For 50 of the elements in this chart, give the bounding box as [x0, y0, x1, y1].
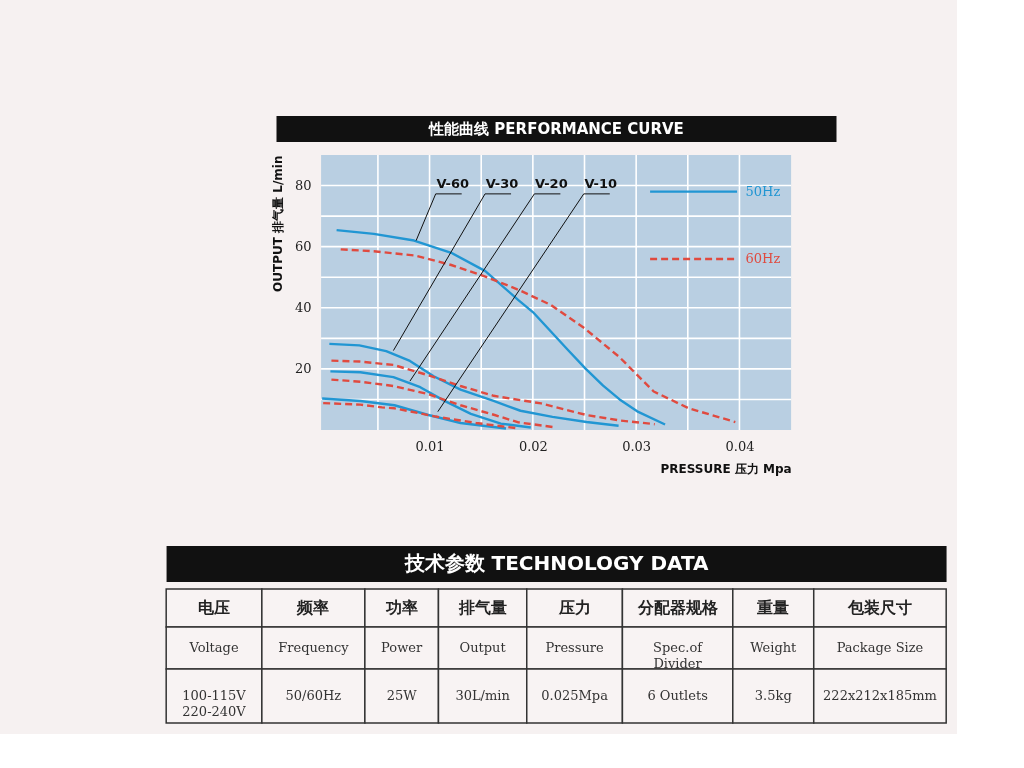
line-series: [320, 397, 508, 430]
text: Power: [381, 640, 423, 655]
text: 30L/min: [455, 688, 511, 703]
line-series: [330, 359, 656, 426]
line-series: [329, 370, 532, 429]
annotation: V-20: [535, 175, 568, 191]
annotation: V-30: [485, 175, 519, 191]
chart-title: 性能曲线 PERFORMANCE CURVE: [428, 120, 684, 138]
category-label: 分配器规格: [636, 598, 719, 617]
category-label: 排气量: [457, 598, 507, 617]
text: Pressure: [545, 640, 605, 655]
line-series: [339, 248, 737, 424]
text: Frequency: [278, 640, 350, 655]
text: Voltage: [188, 640, 239, 655]
text: 技术参数 TECHNOLOGY DATA: [403, 551, 710, 575]
y-tick-label: 60: [295, 239, 312, 255]
x-tick-label: 0.03: [622, 438, 652, 454]
annotation: V-10: [584, 175, 618, 191]
text: Weight: [750, 640, 798, 655]
category-label: 电压: [198, 598, 231, 617]
text: 6 Outlets: [647, 688, 708, 703]
y-tick-label: 80: [295, 178, 312, 194]
category-label: 功率: [384, 598, 418, 617]
x-tick-label: 0.01: [415, 438, 445, 454]
text: Spec.of Divider: [653, 640, 704, 671]
text: 3.5kg: [754, 688, 792, 703]
category-label: 压力: [557, 598, 591, 617]
x-tick-label: 0.02: [518, 438, 548, 454]
category-label: 包装尺寸: [846, 598, 912, 617]
line-series: [321, 401, 518, 430]
category-label: 频率: [296, 598, 330, 617]
text: 50/60Hz: [285, 688, 342, 703]
line-series: [335, 228, 667, 426]
line-series: [328, 342, 620, 427]
x-axis-title: PRESSURE 压力 Mpa: [660, 461, 792, 476]
category-label: 重量: [756, 598, 790, 617]
text: 50Hz: [745, 183, 781, 199]
text: 0.025Mpa: [541, 688, 609, 703]
text: 60Hz: [745, 250, 781, 266]
x-tick-label: 0.04: [725, 438, 755, 454]
line-series: [330, 378, 554, 429]
text: Output: [459, 640, 507, 655]
annotation: V-60: [436, 175, 469, 191]
y-tick-label: 20: [295, 361, 312, 377]
text: 100-115V 220-240V: [182, 688, 247, 719]
text: Package Size: [836, 640, 924, 655]
text: 222x212x185mm: [823, 688, 937, 703]
y-axis-title: OUTPUT 排气量 L/min: [271, 155, 286, 292]
y-tick-label: 40: [295, 300, 312, 316]
text: 25W: [386, 688, 418, 703]
